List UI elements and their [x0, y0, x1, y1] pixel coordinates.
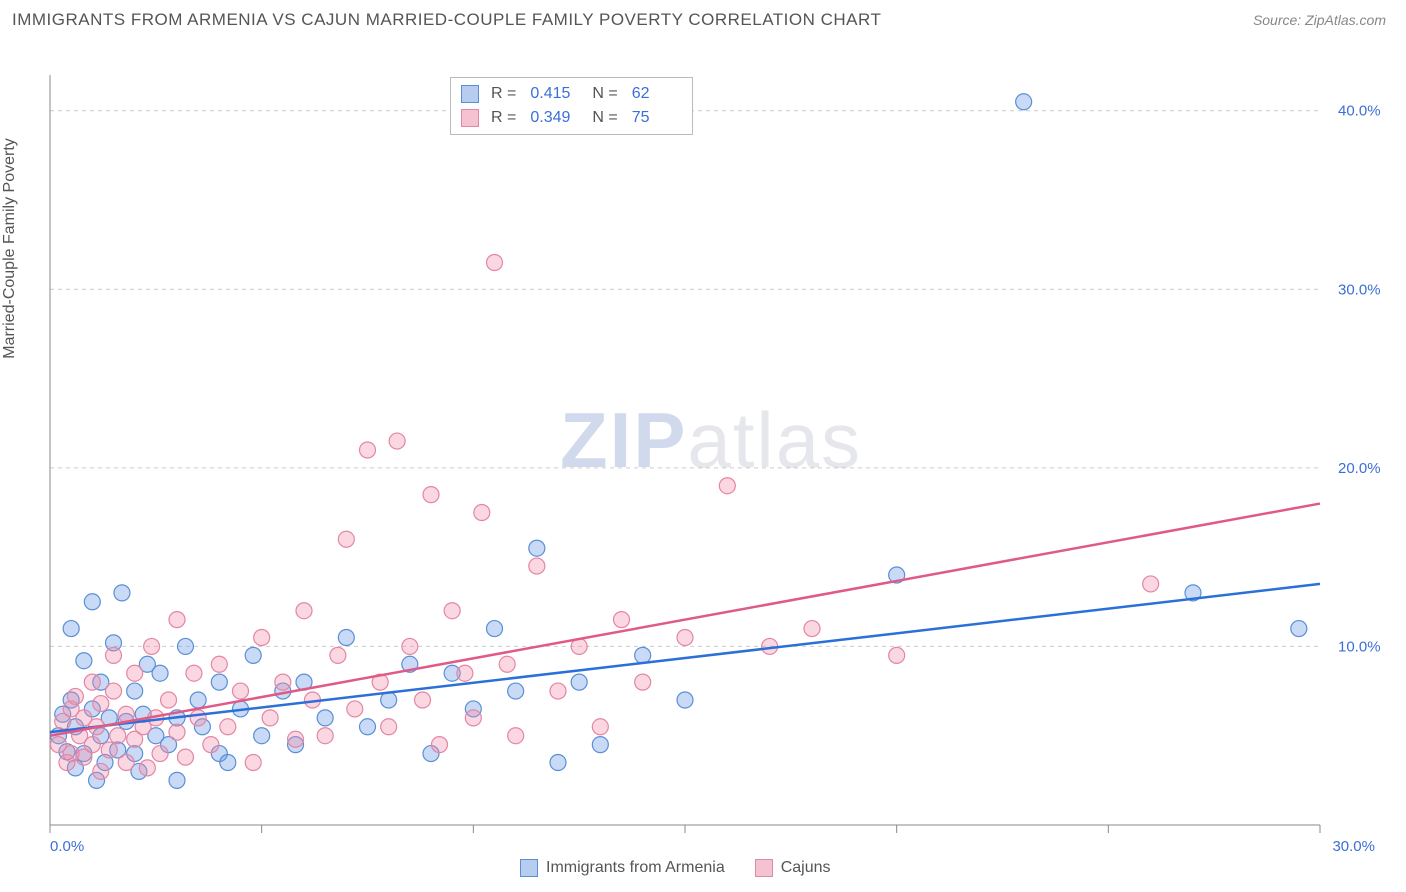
legend-item-series-0: Immigrants from Armenia	[520, 859, 725, 877]
legend-item-series-1: Cajuns	[755, 859, 831, 877]
swatch-icon	[520, 859, 538, 877]
stats-legend: R = 0.415 N = 62 R = 0.349 N = 75	[450, 77, 693, 135]
chart-source: Source: ZipAtlas.com	[1253, 12, 1386, 28]
stats-row-series-0: R = 0.415 N = 62	[461, 82, 682, 106]
chart-title: IMMIGRANTS FROM ARMENIA VS CAJUN MARRIED…	[12, 10, 881, 30]
svg-text:30.0%: 30.0%	[1332, 838, 1375, 855]
chart-header: IMMIGRANTS FROM ARMENIA VS CAJUN MARRIED…	[0, 0, 1406, 35]
svg-text:10.0%: 10.0%	[1338, 638, 1381, 655]
swatch-icon	[461, 109, 479, 127]
svg-text:40.0%: 40.0%	[1338, 103, 1381, 120]
series-legend: Immigrants from Armenia Cajuns	[520, 859, 831, 877]
svg-text:20.0%: 20.0%	[1338, 460, 1381, 477]
y-axis-label: Married-Couple Family Poverty	[1, 138, 19, 359]
scatter-plot-svg: 10.0% 20.0% 30.0% 40.0% 0.0% 30.0%	[0, 35, 1406, 855]
stats-row-series-1: R = 0.349 N = 75	[461, 106, 682, 130]
svg-text:0.0%: 0.0%	[50, 838, 84, 855]
chart-area: Married-Couple Family Poverty 10.0% 20.0%…	[0, 35, 1406, 885]
swatch-icon	[461, 85, 479, 103]
swatch-icon	[755, 859, 773, 877]
svg-text:30.0%: 30.0%	[1338, 281, 1381, 298]
